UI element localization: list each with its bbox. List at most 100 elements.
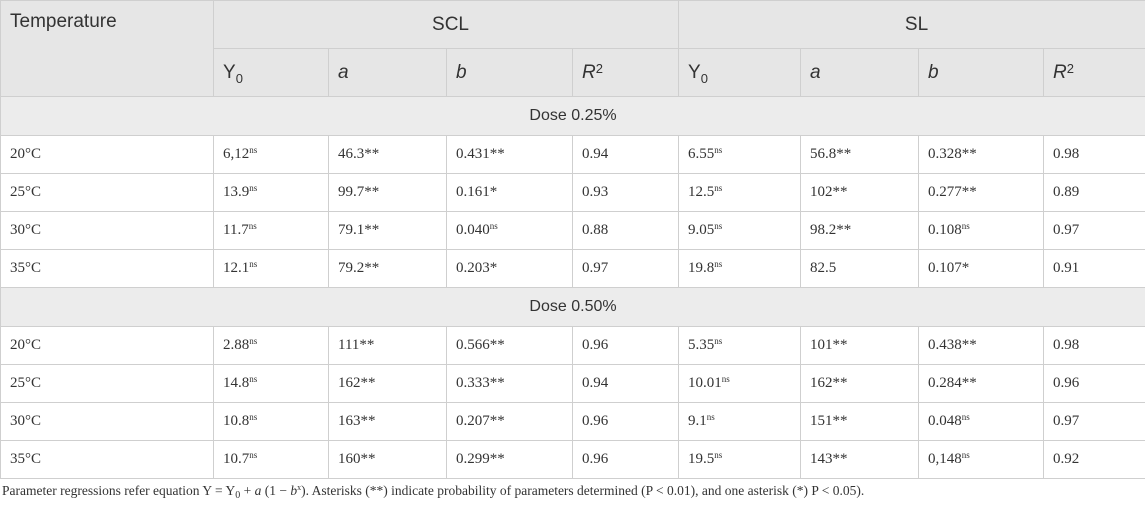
significance: ns: [961, 412, 970, 422]
data-row: 35°C 12.1ns 79.2** 0.203* 0.97 19.8ns 82.5 0.10…: [0, 249, 1145, 288]
param-symbol: R: [1053, 61, 1067, 83]
param-header: R2: [1043, 48, 1145, 97]
cell-value: 0.040: [456, 222, 490, 238]
value-cell: 13.9ns: [213, 173, 329, 212]
footnote-part: x: [297, 483, 302, 492]
param-header: b: [446, 48, 573, 97]
param-symbol: a: [810, 61, 821, 83]
significance: ns: [714, 145, 723, 155]
param-symbol: Y: [223, 61, 236, 83]
param-subscript: 0: [235, 70, 243, 86]
cell-value: 0.048: [928, 413, 962, 429]
value-cell: 0.328**: [918, 135, 1045, 174]
temperature-cell: 30°C: [0, 402, 214, 441]
value-cell: 163**: [328, 402, 447, 441]
cell-value: 12.5: [688, 184, 715, 200]
param-header: Y0: [213, 48, 329, 97]
value-cell: 0.040ns: [446, 211, 573, 250]
data-row: 30°C 10.8ns 163** 0.207** 0.96 9.1ns 151** 0.04…: [0, 402, 1145, 441]
value-cell: 111**: [328, 326, 447, 365]
section-label: Dose 0.25%: [0, 96, 1145, 136]
param-superscript: 2: [1066, 60, 1074, 76]
significance: ns: [721, 374, 730, 384]
cell-value: 14.8: [223, 375, 250, 391]
significance: ns: [249, 336, 258, 346]
significance: ns: [249, 450, 258, 460]
footnote-part: 0: [235, 490, 241, 501]
group-header: SCL: [212, 0, 680, 49]
value-cell: 19.5ns: [678, 440, 802, 479]
value-cell: 162**: [800, 364, 920, 403]
value-cell: 0.207**: [446, 402, 573, 441]
value-cell: 0.94: [571, 364, 680, 403]
cell-value: 19.8: [688, 260, 715, 276]
table-header: Temperature SCL SL Y0 a b R2 Y0 a b R2: [0, 0, 1145, 97]
value-cell: 0.98: [1043, 326, 1145, 365]
data-row: 20°C 2.88ns 111** 0.566** 0.96 5.35ns 101** 0.4…: [0, 326, 1145, 365]
value-cell: 102**: [800, 173, 920, 212]
cell-value: 9.05: [688, 222, 715, 238]
cell-value: 12.1: [223, 260, 250, 276]
significance: ns: [249, 183, 258, 193]
value-cell: 6.55ns: [678, 135, 802, 174]
param-symbol: a: [338, 61, 349, 83]
temperature-cell: 35°C: [0, 440, 214, 479]
value-cell: 0.048ns: [918, 402, 1045, 441]
footnote-part: +: [240, 483, 255, 498]
value-cell: 0.97: [1043, 211, 1145, 250]
cell-value: 9.1: [688, 413, 707, 429]
value-cell: 46.3**: [328, 135, 447, 174]
significance: ns: [249, 145, 258, 155]
value-cell: 79.1**: [328, 211, 447, 250]
value-cell: 9.1ns: [678, 402, 802, 441]
significance: ns: [714, 183, 723, 193]
header-row: Temperature SCL SL: [0, 0, 1145, 97]
value-cell: 0.566**: [446, 326, 573, 365]
param-header: a: [800, 48, 920, 97]
param-symbol: b: [456, 61, 467, 83]
cell-value: 11.7: [223, 222, 249, 238]
value-cell: 19.8ns: [678, 249, 802, 288]
data-row: 25°C 13.9ns 99.7** 0.161* 0.93 12.5ns 102** 0.2…: [0, 173, 1145, 212]
footnote-part: b: [290, 483, 298, 498]
temperature-cell: 35°C: [0, 249, 214, 288]
value-cell: 6,12ns: [213, 135, 329, 174]
temperature-cell: 20°C: [0, 326, 214, 365]
significance: ns: [249, 412, 258, 422]
footnote-part: ). Asterisks (**) indicate probability o…: [301, 483, 865, 498]
param-header: b: [918, 48, 1045, 97]
value-cell: 99.7**: [328, 173, 447, 212]
cell-value: 6.55: [688, 146, 715, 162]
value-cell: 14.8ns: [213, 364, 329, 403]
value-cell: 56.8**: [800, 135, 920, 174]
cell-value: 10.7: [223, 451, 250, 467]
significance: ns: [714, 259, 723, 269]
value-cell: 98.2**: [800, 211, 920, 250]
section-row: Dose 0.50%: [0, 287, 1145, 327]
table-body: Dose 0.25% 20°C 6,12ns 46.3** 0.431** 0.94 6.5…: [0, 96, 1145, 479]
value-cell: 2.88ns: [213, 326, 329, 365]
data-row: 25°C 14.8ns 162** 0.333** 0.94 10.01ns 162** 0.…: [0, 364, 1145, 403]
group-header: SL: [678, 0, 1145, 49]
value-cell: 0,148ns: [918, 440, 1045, 479]
value-cell: 0.97: [571, 249, 680, 288]
value-cell: 0.333**: [446, 364, 573, 403]
temperature-cell: 25°C: [0, 364, 214, 403]
param-superscript: 2: [595, 60, 603, 76]
param-symbol: b: [928, 61, 939, 83]
data-table: Temperature SCL SL Y0 a b R2 Y0 a b R2 Dose 0.25% 2…: [0, 0, 1145, 479]
value-cell: 0.91: [1043, 249, 1145, 288]
significance: ns: [961, 450, 970, 460]
significance: ns: [248, 221, 257, 231]
temperature-cell: 30°C: [0, 211, 214, 250]
value-cell: 0.284**: [918, 364, 1045, 403]
param-header: a: [328, 48, 447, 97]
value-cell: 0.96: [571, 440, 680, 479]
cell-value: 10.8: [223, 413, 250, 429]
significance: ns: [961, 221, 970, 231]
value-cell: 12.1ns: [213, 249, 329, 288]
value-cell: 0.97: [1043, 402, 1145, 441]
significance: ns: [489, 221, 498, 231]
cell-value: 5.35: [688, 337, 715, 353]
